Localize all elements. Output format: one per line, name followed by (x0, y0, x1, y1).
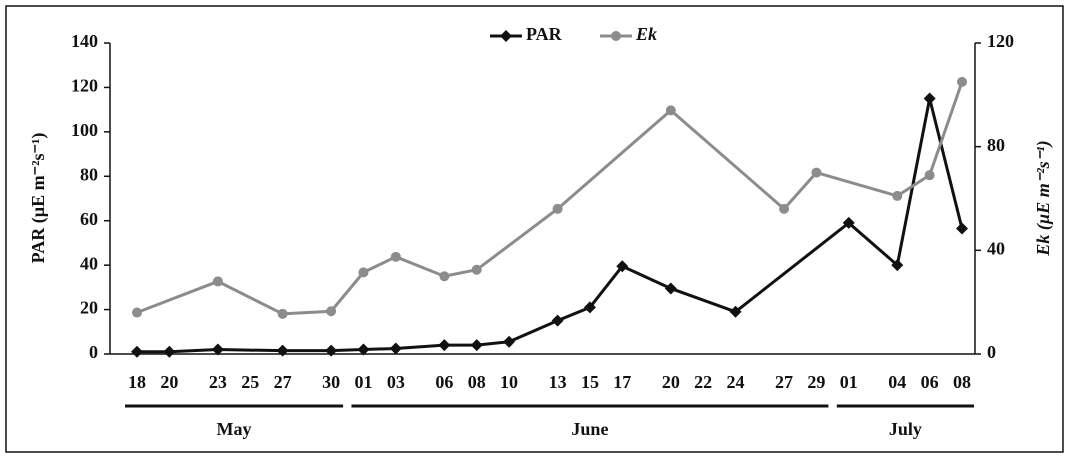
frame (5, 5, 1064, 453)
month-label: July (889, 419, 922, 439)
x-tick-label: 27 (775, 372, 793, 392)
x-tick-label: 27 (274, 372, 292, 392)
marker (470, 339, 483, 352)
y-tick-label: 120 (71, 76, 98, 96)
y2-tick-label: 80 (987, 135, 1005, 155)
x-tick-label: 23 (209, 372, 227, 392)
y-tick-label: 140 (71, 31, 98, 51)
marker (892, 190, 903, 201)
marker (211, 343, 224, 356)
marker (471, 264, 482, 275)
x-tick-label: 29 (807, 372, 825, 392)
marker (439, 271, 450, 282)
marker (552, 203, 563, 214)
x-tick-label: 08 (953, 372, 971, 392)
y2-tick-label: 40 (987, 238, 1005, 258)
x-tick-label: 20 (662, 372, 680, 392)
x-tick-label: 04 (888, 372, 906, 392)
x-tick-label: 30 (322, 372, 340, 392)
legend-label: Ek (635, 24, 657, 44)
marker (131, 345, 143, 358)
marker (212, 276, 223, 287)
x-tick-label: 01 (354, 372, 372, 392)
marker (132, 307, 142, 318)
x-tick-label: 24 (727, 372, 745, 392)
marker (163, 345, 176, 358)
marker (583, 301, 596, 314)
marker (503, 335, 516, 348)
y-tick-label: 100 (71, 120, 98, 140)
y2-axis-title: Ek (µE m⁻²s⁻¹) (1033, 140, 1054, 256)
x-tick-label: 13 (549, 372, 567, 392)
month-label: May (217, 419, 252, 439)
x-tick-label: 15 (581, 372, 599, 392)
x-tick-label: 08 (468, 372, 486, 392)
y-tick-label: 60 (80, 209, 98, 229)
marker (664, 282, 677, 295)
y-axis-title: PAR (µE m⁻²s⁻¹) (28, 133, 49, 264)
series-line (136, 81, 964, 316)
marker (611, 31, 621, 41)
y-tick-label: 20 (80, 298, 98, 318)
marker (924, 170, 935, 181)
marker (956, 222, 968, 235)
marker (389, 342, 402, 355)
series-line (137, 98, 964, 354)
month-label: June (571, 419, 608, 439)
marker (779, 203, 790, 214)
marker (277, 308, 288, 319)
marker (729, 305, 742, 318)
y2-tick-label: 120 (987, 31, 1014, 51)
x-tick-label: 10 (500, 372, 518, 392)
marker (500, 30, 512, 42)
marker (551, 314, 564, 327)
legend-label: PAR (526, 24, 563, 44)
marker (957, 76, 967, 87)
marker (276, 344, 289, 357)
y-tick-label: 40 (80, 253, 98, 273)
x-tick-label: 20 (160, 372, 178, 392)
y2-tick-label: 0 (987, 342, 996, 362)
marker (390, 251, 401, 262)
x-tick-label: 03 (387, 372, 405, 392)
y-tick-label: 0 (89, 342, 98, 362)
marker (811, 167, 822, 178)
marker (325, 344, 338, 357)
marker (891, 259, 904, 272)
x-tick-label: 01 (840, 372, 858, 392)
x-tick-label: 25 (241, 372, 259, 392)
y-tick-label: 80 (80, 164, 98, 184)
x-tick-label: 17 (613, 372, 631, 392)
x-tick-label: 06 (921, 372, 939, 392)
marker (326, 306, 337, 317)
marker (923, 92, 936, 105)
marker (616, 260, 629, 273)
x-tick-label: 06 (435, 372, 453, 392)
x-tick-label: 18 (128, 372, 146, 392)
marker (358, 267, 369, 278)
marker (438, 339, 451, 352)
x-tick-label: 22 (694, 372, 712, 392)
marker (665, 105, 676, 116)
marker (842, 216, 855, 229)
marker (357, 343, 370, 356)
